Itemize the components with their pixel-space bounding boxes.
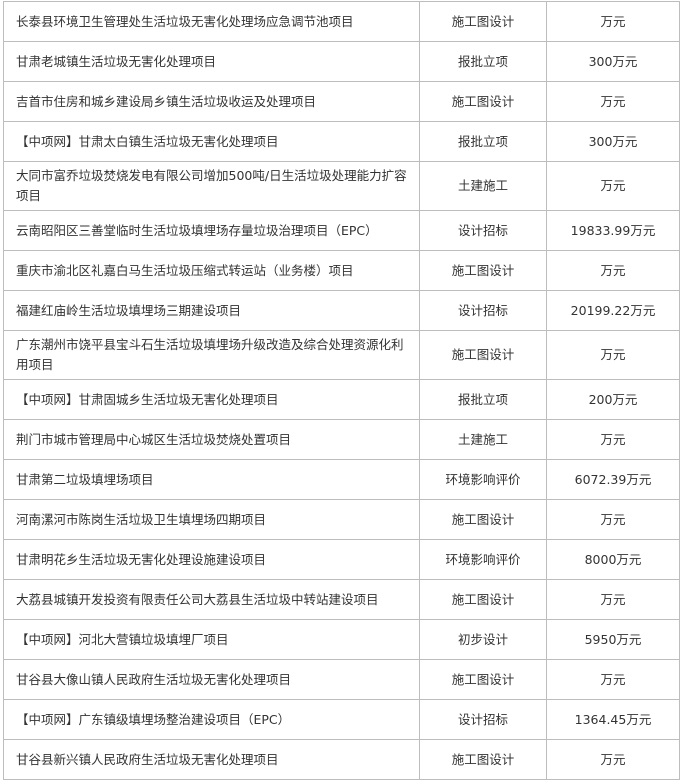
project-name-cell: 【中项网】河北大营镇垃圾填埋厂项目 [3,619,420,660]
project-amount-cell: 万元 [546,250,680,291]
project-amount-cell: 200万元 [546,379,680,420]
project-stage-cell: 施工图设计 [419,250,547,291]
table-row: 【中项网】甘肃固城乡生活垃圾无害化处理项目 报批立项 200万元 [3,379,680,420]
project-amount-cell: 万元 [546,81,680,122]
project-name-cell: 甘谷县新兴镇人民政府生活垃圾无害化处理项目 [3,739,420,780]
project-stage-cell: 初步设计 [419,619,547,660]
table-row: 长泰县环境卫生管理处生活垃圾无害化处理场应急调节池项目 施工图设计 万元 [3,1,680,42]
project-amount-cell: 20199.22万元 [546,290,680,331]
project-amount-cell: 5950万元 [546,619,680,660]
table-row: 大同市富乔垃圾焚烧发电有限公司增加500吨/日生活垃圾处理能力扩容项目 土建施工万… [3,161,680,211]
project-stage-cell: 施工图设计 [419,499,547,540]
table-row: 【中项网】甘肃太白镇生活垃圾无害化处理项目 报批立项 300万元 [3,121,680,162]
project-amount-cell: 万元 [546,739,680,780]
project-stage-cell: 施工图设计 [419,739,547,780]
table-row: 吉首市住房和城乡建设局乡镇生活垃圾收运及处理项目 施工图设计 万元 [3,81,680,122]
project-amount-cell: 19833.99万元 [546,210,680,251]
project-name-cell: 甘肃明花乡生活垃圾无害化处理设施建设项目 [3,539,420,580]
project-amount-cell: 万元 [546,1,680,42]
project-stage-cell: 环境影响评价 [419,459,547,500]
table-row: 荆门市城市管理局中心城区生活垃圾焚烧处置项目 土建施工 万元 [3,419,680,460]
table-row: 【中项网】河北大营镇垃圾填埋厂项目 初步设计 5950万元 [3,619,680,660]
project-name-cell: 大同市富乔垃圾焚烧发电有限公司增加500吨/日生活垃圾处理能力扩容项目 [3,161,420,211]
projects-table: 长泰县环境卫生管理处生活垃圾无害化处理场应急调节池项目 施工图设计 万元 甘肃老城镇生… [3,1,680,780]
project-name-cell: 荆门市城市管理局中心城区生活垃圾焚烧处置项目 [3,419,420,460]
table-row: 云南昭阳区三善堂临时生活垃圾填埋场存量垃圾治理项目（EPC） 设计招标 19833.… [3,210,680,251]
project-amount-cell: 万元 [546,579,680,620]
project-name-cell: 云南昭阳区三善堂临时生活垃圾填埋场存量垃圾治理项目（EPC） [3,210,420,251]
project-amount-cell: 8000万元 [546,539,680,580]
project-stage-cell: 报批立项 [419,379,547,420]
table-row: 甘肃第二垃圾填埋场项目 环境影响评价 6072.39万元 [3,459,680,500]
project-amount-cell: 万元 [546,330,680,380]
project-stage-cell: 土建施工 [419,161,547,211]
project-stage-cell: 环境影响评价 [419,539,547,580]
project-stage-cell: 施工图设计 [419,579,547,620]
project-name-cell: 河南漯河市陈岗生活垃圾卫生填埋场四期项目 [3,499,420,540]
project-stage-cell: 施工图设计 [419,1,547,42]
project-stage-cell: 报批立项 [419,41,547,82]
project-name-cell: 甘谷县大像山镇人民政府生活垃圾无害化处理项目 [3,659,420,700]
project-name-cell: 【中项网】甘肃太白镇生活垃圾无害化处理项目 [3,121,420,162]
project-name-cell: 甘肃老城镇生活垃圾无害化处理项目 [3,41,420,82]
table-row: 【中项网】广东镇级填埋场整治建设项目（EPC） 设计招标 1364.45万元 [3,699,680,740]
project-amount-cell: 万元 [546,161,680,211]
project-name-cell: 广东潮州市饶平县宝斗石生活垃圾填埋场升级改造及综合处理资源化利用项目 [3,330,420,380]
table-row: 广东潮州市饶平县宝斗石生活垃圾填埋场升级改造及综合处理资源化利用项目 施工图设计万… [3,330,680,380]
project-amount-cell: 300万元 [546,121,680,162]
project-amount-cell: 6072.39万元 [546,459,680,500]
project-name-cell: 甘肃第二垃圾填埋场项目 [3,459,420,500]
table-row: 甘谷县大像山镇人民政府生活垃圾无害化处理项目 施工图设计 万元 [3,659,680,700]
project-stage-cell: 土建施工 [419,419,547,460]
project-amount-cell: 万元 [546,659,680,700]
table-row: 福建红庙岭生活垃圾填埋场三期建设项目 设计招标 20199.22万元 [3,290,680,331]
project-name-cell: 【中项网】广东镇级填埋场整治建设项目（EPC） [3,699,420,740]
project-name-cell: 【中项网】甘肃固城乡生活垃圾无害化处理项目 [3,379,420,420]
project-amount-cell: 1364.45万元 [546,699,680,740]
project-amount-cell: 万元 [546,499,680,540]
project-name-cell: 福建红庙岭生活垃圾填埋场三期建设项目 [3,290,420,331]
table-row: 大荔县城镇开发投资有限责任公司大荔县生活垃圾中转站建设项目 施工图设计 万元 [3,579,680,620]
project-stage-cell: 设计招标 [419,290,547,331]
project-amount-cell: 300万元 [546,41,680,82]
project-stage-cell: 施工图设计 [419,330,547,380]
project-name-cell: 大荔县城镇开发投资有限责任公司大荔县生活垃圾中转站建设项目 [3,579,420,620]
project-name-cell: 长泰县环境卫生管理处生活垃圾无害化处理场应急调节池项目 [3,1,420,42]
project-stage-cell: 设计招标 [419,210,547,251]
project-amount-cell: 万元 [546,419,680,460]
project-name-cell: 吉首市住房和城乡建设局乡镇生活垃圾收运及处理项目 [3,81,420,122]
project-stage-cell: 施工图设计 [419,659,547,700]
table-row: 河南漯河市陈岗生活垃圾卫生填埋场四期项目 施工图设计 万元 [3,499,680,540]
project-name-cell: 重庆市渝北区礼嘉白马生活垃圾压缩式转运站（业务楼）项目 [3,250,420,291]
table-row: 甘肃老城镇生活垃圾无害化处理项目 报批立项 300万元 [3,41,680,82]
project-stage-cell: 报批立项 [419,121,547,162]
project-stage-cell: 施工图设计 [419,81,547,122]
table-row: 甘肃明花乡生活垃圾无害化处理设施建设项目 环境影响评价 8000万元 [3,539,680,580]
table-row: 重庆市渝北区礼嘉白马生活垃圾压缩式转运站（业务楼）项目 施工图设计 万元 [3,250,680,291]
project-stage-cell: 设计招标 [419,699,547,740]
table-row: 甘谷县新兴镇人民政府生活垃圾无害化处理项目 施工图设计 万元 [3,739,680,780]
